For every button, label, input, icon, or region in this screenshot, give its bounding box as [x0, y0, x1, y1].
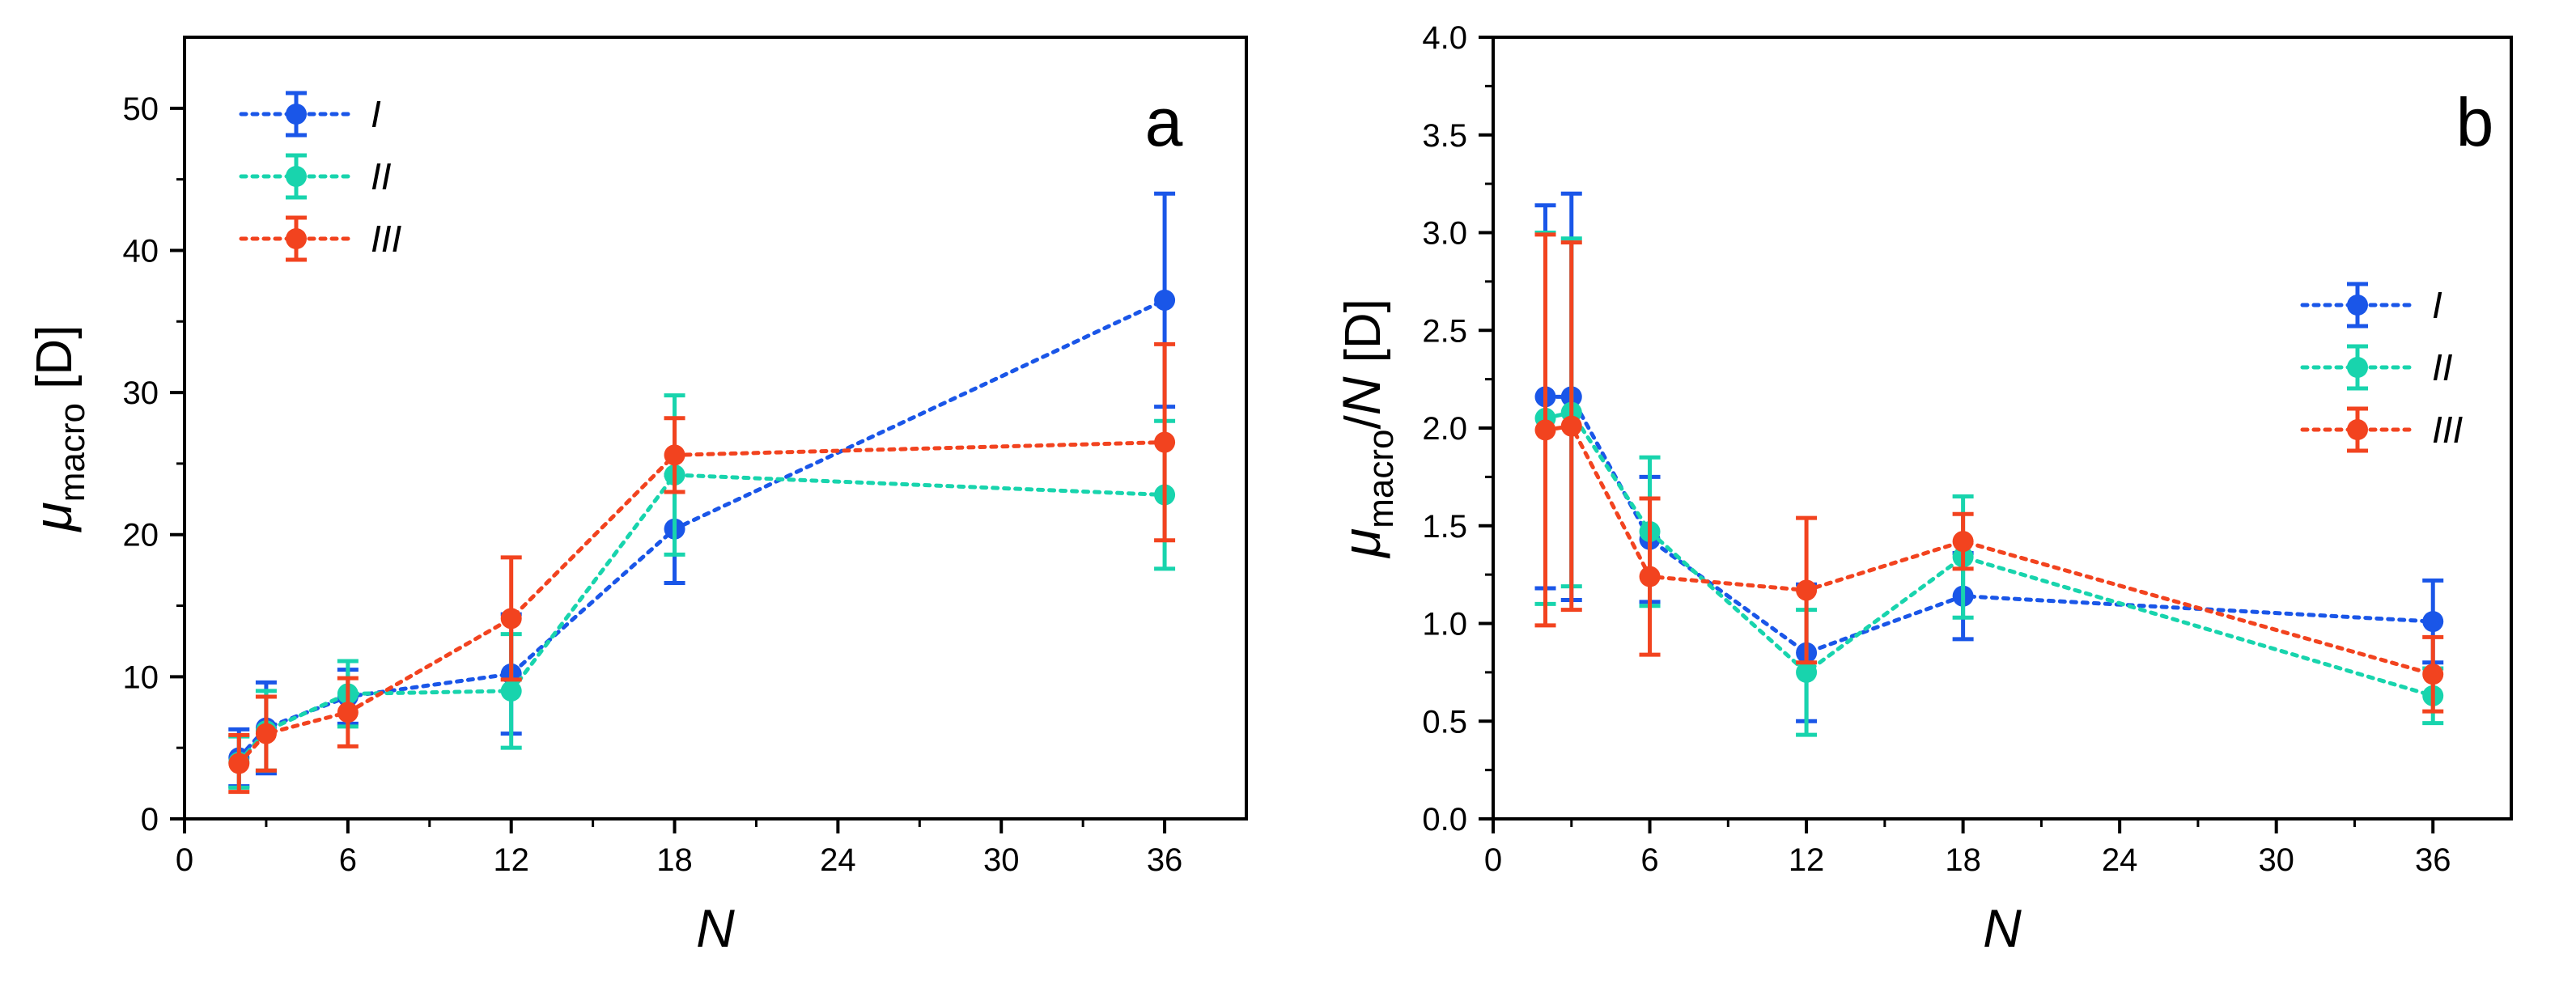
y-tick-label: 50	[123, 91, 159, 127]
y-tick-label: 30	[123, 375, 159, 411]
plot-frame	[183, 36, 1248, 821]
x-tick-label: 36	[1147, 842, 1183, 878]
y-axis-title: μmacro/N [D]	[1331, 299, 1401, 559]
data-point	[500, 608, 522, 630]
y-axis-tail: [D]	[1335, 299, 1391, 376]
y-tick-label: 0	[141, 802, 159, 837]
y-tick-label: 20	[123, 518, 159, 553]
legend-label: I	[2432, 284, 2442, 326]
y-tick-label: 1.0	[1422, 607, 1467, 642]
data-point	[337, 702, 359, 723]
chart-panel-b: 0 6 12 18 24 30 36 0.0 0.5 1.0 1.5 2.0 2.5 3.0 3.5 4.0 N…	[1331, 20, 2513, 958]
y-axis-suffix: /	[1335, 414, 1391, 429]
x-tick-label: 12	[1789, 842, 1825, 878]
legend-marker	[286, 228, 307, 249]
legend-label: II	[371, 155, 392, 197]
data-point	[1952, 531, 1974, 553]
data-point	[500, 680, 522, 702]
y-tick-label: 2.5	[1422, 313, 1467, 349]
y-axis-subscript: macro	[1361, 429, 1401, 528]
x-tick-label: 18	[656, 842, 693, 878]
legend-item: III	[2300, 406, 2464, 453]
data-point	[2422, 611, 2444, 633]
legend-item: I	[239, 91, 381, 138]
x-tick-label: 6	[1640, 842, 1658, 878]
x-tick-label: 0	[1484, 842, 1502, 878]
legend-marker	[2347, 419, 2368, 440]
x-tick-label: 36	[2415, 842, 2451, 878]
legend-marker	[2347, 357, 2368, 378]
panel-letter: b	[2456, 84, 2494, 160]
data-point	[2422, 664, 2444, 685]
series-III	[228, 341, 1176, 795]
series-line	[1543, 409, 2435, 698]
series-I	[1534, 191, 2444, 723]
y-tick-label: 2.0	[1422, 411, 1467, 447]
data-point	[1796, 661, 1818, 683]
x-tick-label: 30	[2258, 842, 2294, 878]
y-axis-subscript: macro	[53, 403, 92, 502]
data-point	[255, 723, 277, 744]
legend-label: I	[371, 93, 381, 135]
y-tick-label: 40	[123, 233, 159, 269]
data-point	[1154, 289, 1176, 311]
data-point	[1154, 431, 1176, 453]
x-tick-label: 0	[176, 842, 193, 878]
series-III	[1534, 232, 2444, 714]
panel-letter: a	[1145, 84, 1183, 160]
legend-item: II	[239, 153, 392, 200]
legend-marker	[286, 104, 307, 125]
y-tick-label: 10	[123, 659, 159, 695]
x-tick-label: 30	[983, 842, 1020, 878]
y-tick-label: 0.5	[1422, 704, 1467, 740]
x-tick-label: 12	[493, 842, 529, 878]
x-tick-label: 24	[2102, 842, 2138, 878]
legend-item: II	[2300, 344, 2453, 391]
x-axis-title: N	[696, 898, 735, 958]
legend-item: III	[239, 215, 402, 262]
legend-label: III	[371, 218, 402, 260]
legend-marker	[286, 166, 307, 187]
series-line	[1543, 394, 2435, 655]
legend-label: II	[2432, 346, 2453, 388]
series-line	[1543, 423, 2435, 676]
y-axis-title: μmacro [D]	[23, 325, 92, 533]
x-tick-label: 24	[820, 842, 856, 878]
data-point	[1796, 579, 1818, 601]
y-tick-label: 1.5	[1422, 509, 1467, 545]
data-point	[1639, 566, 1661, 587]
legend-label: III	[2432, 409, 2464, 451]
y-tick-label: 3.5	[1422, 118, 1467, 154]
data-point	[1534, 419, 1556, 441]
legend-item: I	[2300, 282, 2442, 329]
y-tick-label: 3.0	[1422, 216, 1467, 252]
x-tick-label: 18	[1945, 842, 1981, 878]
y-axis-symbol: μ	[1331, 528, 1391, 559]
y-tick-label: 4.0	[1422, 20, 1467, 56]
series-II	[1534, 231, 2444, 737]
data-point	[664, 444, 685, 466]
data-point	[1560, 415, 1582, 437]
y-axis-italic-part: N	[1331, 376, 1391, 415]
data-point	[228, 753, 250, 774]
x-tick-label: 6	[339, 842, 357, 878]
series-line	[236, 473, 1167, 765]
x-axis-title: N	[1983, 898, 2022, 958]
y-tick-label: 0.0	[1422, 802, 1467, 837]
y-axis-symbol: μ	[23, 502, 83, 532]
series-line	[236, 298, 1167, 760]
y-axis-suffix: [D]	[27, 325, 83, 403]
legend-marker	[2347, 295, 2368, 316]
